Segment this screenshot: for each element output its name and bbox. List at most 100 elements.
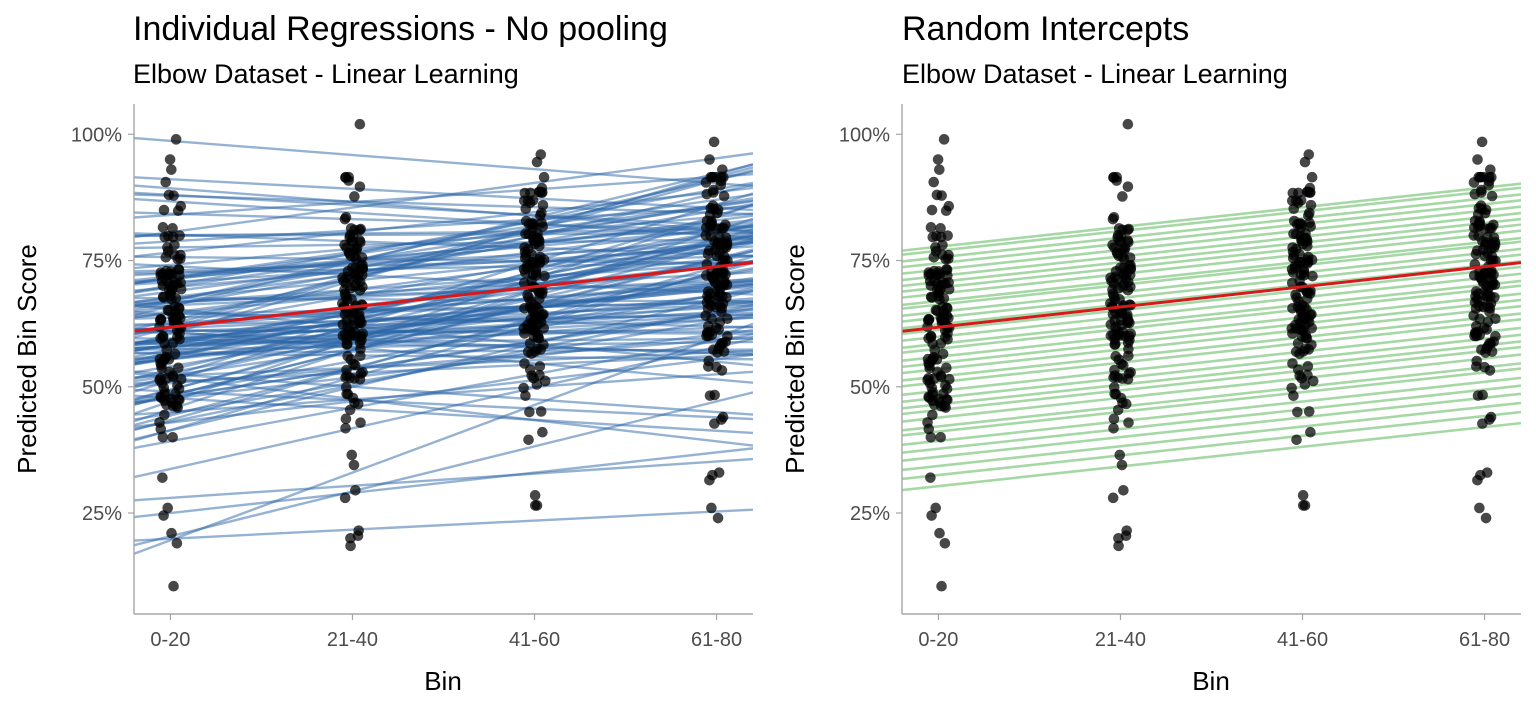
- data-point: [1122, 314, 1134, 325]
- y-tick-label: 50%: [82, 377, 122, 399]
- regression-line: [134, 214, 753, 298]
- data-point: [342, 321, 353, 333]
- data-point: [706, 296, 717, 307]
- data-point: [349, 373, 360, 384]
- data-point: [718, 275, 730, 286]
- data-point: [1482, 316, 1494, 328]
- data-point: [925, 222, 937, 233]
- data-point: [721, 239, 733, 251]
- data-point: [171, 538, 183, 549]
- data-point: [1123, 350, 1134, 362]
- data-point: [173, 362, 184, 374]
- data-point: [160, 176, 172, 188]
- data-point: [705, 202, 717, 214]
- data-point: [172, 380, 183, 391]
- data-point: [1489, 239, 1501, 251]
- regression-line: [902, 272, 1521, 343]
- regression-line: [902, 312, 1521, 382]
- data-point: [926, 510, 937, 521]
- data-point: [163, 189, 175, 201]
- data-point: [928, 251, 940, 263]
- data-point: [532, 228, 543, 239]
- data-point: [523, 323, 534, 334]
- data-point: [926, 204, 938, 216]
- data-point: [155, 333, 166, 344]
- data-point: [717, 338, 728, 349]
- data-point: [1303, 406, 1315, 417]
- data-point: [158, 510, 169, 521]
- regression-line: [902, 333, 1521, 404]
- data-point: [1304, 182, 1316, 194]
- data-point: [1304, 207, 1315, 219]
- data-point: [1299, 156, 1311, 168]
- data-point: [1118, 484, 1129, 496]
- regression-lines: [902, 182, 1521, 492]
- data-point: [1473, 202, 1485, 214]
- data-point: [1113, 532, 1124, 544]
- data-point: [529, 490, 541, 501]
- data-point: [166, 527, 177, 539]
- data-point: [1291, 228, 1302, 240]
- data-point: [940, 402, 951, 413]
- y-tick-label: 100%: [71, 124, 122, 146]
- regression-line: [134, 285, 753, 344]
- data-point: [170, 134, 182, 145]
- axes: 25% 50% 75% 100% 0-20 21-40 41-60 61-80: [839, 104, 1521, 651]
- regression-line: [902, 326, 1521, 397]
- data-point: [704, 390, 716, 401]
- data-point: [345, 540, 356, 552]
- data-point: [935, 338, 947, 349]
- data-point: [157, 431, 169, 443]
- regression-line: [134, 224, 753, 336]
- data-point: [519, 358, 530, 369]
- data-point: [1469, 188, 1481, 200]
- data-point: [1113, 223, 1125, 234]
- regression-line: [134, 217, 753, 423]
- data-point: [717, 164, 728, 175]
- data-points: [154, 118, 733, 592]
- regression-line: [134, 301, 753, 316]
- data-point: [1286, 382, 1297, 394]
- regression-line: [134, 303, 753, 431]
- data-point: [348, 459, 360, 471]
- data-point: [155, 423, 167, 435]
- regression-line: [902, 253, 1521, 323]
- data-point: [154, 315, 166, 326]
- regression-line: [902, 193, 1521, 263]
- regression-line: [134, 271, 753, 306]
- y-tick-label: 100%: [839, 124, 890, 146]
- data-point: [1298, 311, 1309, 322]
- regression-line: [902, 284, 1521, 354]
- data-point: [1116, 459, 1128, 471]
- data-point: [160, 251, 172, 263]
- data-point: [1115, 392, 1127, 404]
- data-point: [1117, 373, 1128, 384]
- data-point: [1119, 244, 1130, 256]
- fixed-effect-line: [134, 261, 753, 333]
- data-point: [923, 267, 935, 278]
- regression-line: [902, 223, 1521, 293]
- regression-line: [902, 401, 1521, 472]
- data-point: [532, 329, 544, 341]
- data-point: [1480, 512, 1492, 524]
- regression-line: [134, 372, 753, 447]
- data-point: [1485, 338, 1496, 349]
- data-point: [925, 472, 936, 483]
- regression-line: [902, 298, 1521, 369]
- data-point: [1478, 269, 1490, 281]
- data-point: [1485, 164, 1496, 175]
- data-point: [704, 326, 716, 338]
- data-point: [1306, 339, 1317, 351]
- data-point: [1291, 434, 1302, 446]
- no-pooling-panel: Individual Regressions - No pooling Elbo…: [12, 10, 753, 696]
- x-axis-title: Bin: [424, 666, 462, 696]
- regression-line: [134, 239, 753, 365]
- data-point: [351, 330, 363, 342]
- data-point: [1291, 323, 1302, 334]
- data-point: [157, 472, 168, 483]
- data-point: [1114, 449, 1126, 461]
- data-point: [519, 252, 531, 264]
- data-point: [1292, 338, 1304, 349]
- data-point: [349, 359, 361, 371]
- regression-line: [902, 410, 1521, 481]
